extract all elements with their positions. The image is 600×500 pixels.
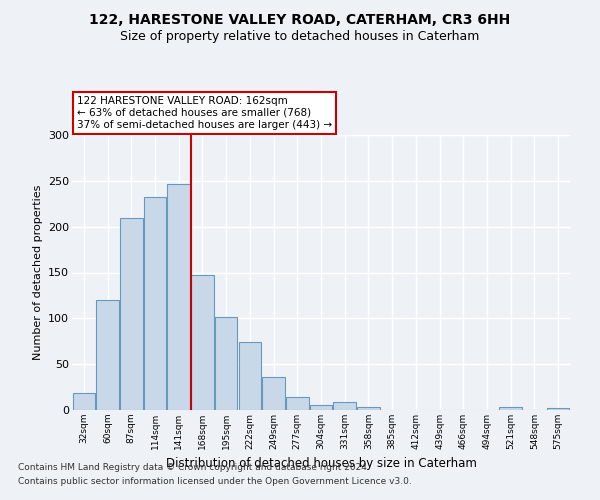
Text: Size of property relative to detached houses in Caterham: Size of property relative to detached ho… xyxy=(121,30,479,43)
Bar xyxy=(286,397,308,410)
Bar xyxy=(334,402,356,410)
Bar xyxy=(499,407,522,410)
Bar xyxy=(215,318,238,410)
Text: Contains HM Land Registry data © Crown copyright and database right 2024.: Contains HM Land Registry data © Crown c… xyxy=(18,464,370,472)
Bar xyxy=(144,198,166,410)
Y-axis label: Number of detached properties: Number of detached properties xyxy=(32,185,43,360)
Bar xyxy=(262,377,285,410)
Text: 122 HARESTONE VALLEY ROAD: 162sqm
← 63% of detached houses are smaller (768)
37%: 122 HARESTONE VALLEY ROAD: 162sqm ← 63% … xyxy=(77,96,332,130)
Bar xyxy=(167,184,190,410)
Text: Contains public sector information licensed under the Open Government Licence v3: Contains public sector information licen… xyxy=(18,477,412,486)
Text: 122, HARESTONE VALLEY ROAD, CATERHAM, CR3 6HH: 122, HARESTONE VALLEY ROAD, CATERHAM, CR… xyxy=(89,12,511,26)
Bar xyxy=(310,406,332,410)
Bar xyxy=(73,392,95,410)
X-axis label: Distribution of detached houses by size in Caterham: Distribution of detached houses by size … xyxy=(166,458,476,470)
Bar xyxy=(97,300,119,410)
Bar xyxy=(191,275,214,410)
Bar xyxy=(547,408,569,410)
Bar xyxy=(120,218,143,410)
Bar xyxy=(357,407,380,410)
Bar xyxy=(239,342,261,410)
